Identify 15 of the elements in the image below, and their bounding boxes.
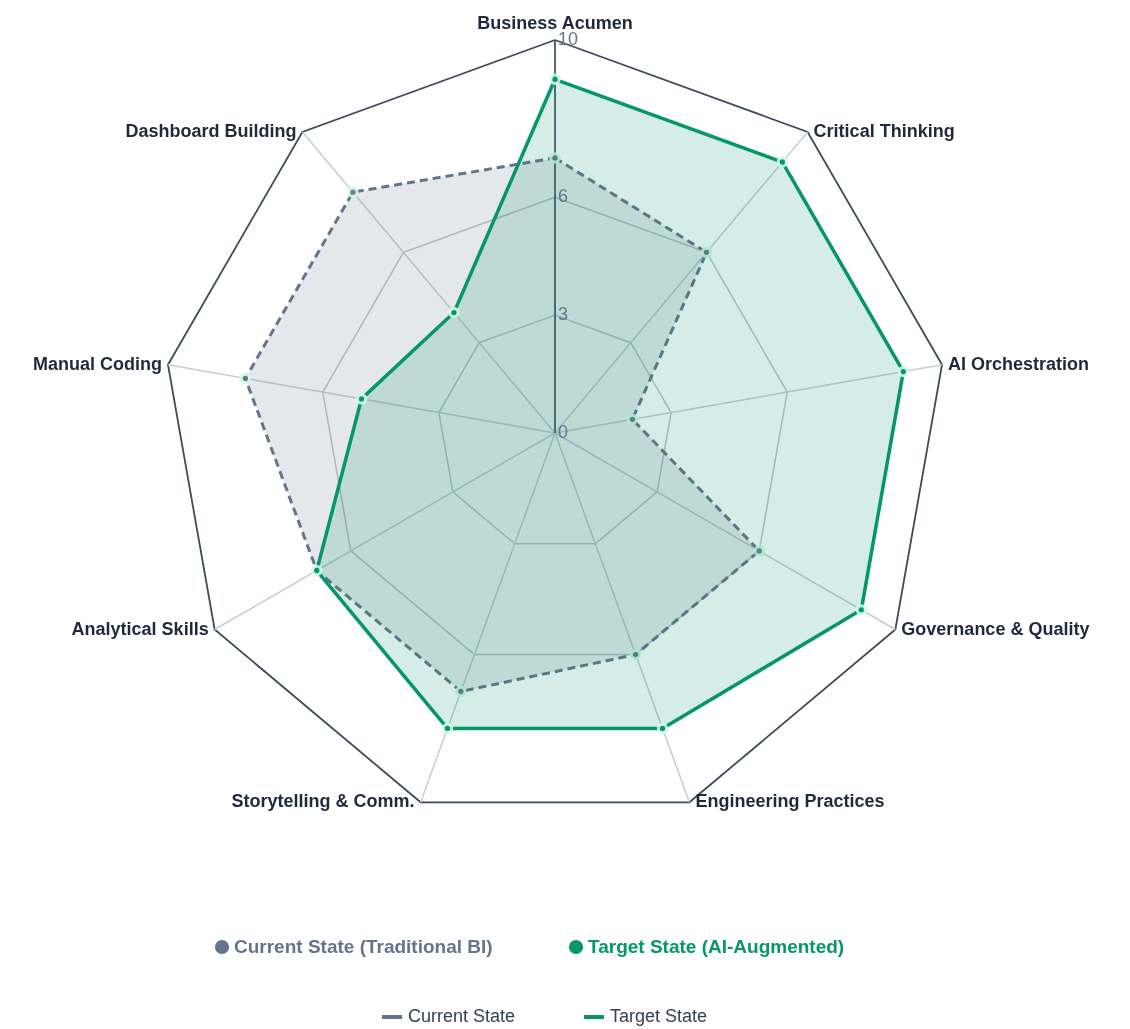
spoke-label: AI Orchestration [948,353,1090,374]
legend-label: Current State [408,1006,516,1026]
spoke-label: Analytical Skills [71,618,209,639]
spoke-label: Critical Thinking [813,120,955,141]
y-tick-label: 3 [558,304,569,325]
y-tick-label: 6 [558,186,569,207]
spoke-label: Engineering Practices [695,791,885,812]
legend-label: Target State [610,1006,708,1026]
spoke-label: Governance & Quality [901,618,1090,639]
text: Current State (Traditional BI) [234,936,493,957]
spoke-label: Dashboard Building [125,120,297,141]
spoke-label: Storytelling & Comm. [231,791,415,812]
text: Target State (AI-Augmented) [588,936,845,957]
y-tick-label: 0 [558,422,569,442]
spoke-label: Manual Coding [32,353,162,374]
